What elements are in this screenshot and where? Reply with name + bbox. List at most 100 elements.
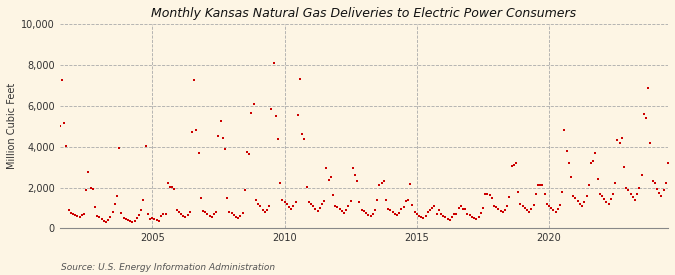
Point (120, 217, 131, 221)
Point (85, 185, 96, 190)
Point (423, 210, 433, 214)
Point (294, 77, 305, 81)
Point (138, 198, 149, 202)
Point (634, 185, 645, 190)
Point (176, 212, 186, 216)
Point (259, 210, 270, 214)
Point (94, 214, 105, 219)
Point (195, 196, 206, 200)
Point (414, 214, 425, 218)
Point (268, 60, 279, 65)
Point (273, 137, 284, 142)
Point (297, 132, 308, 137)
Point (387, 210, 398, 214)
Point (299, 137, 310, 142)
Point (449, 212, 460, 216)
Point (444, 218, 455, 222)
Point (59, 121, 70, 125)
Point (618, 165, 629, 169)
Point (68, 212, 78, 216)
Point (356, 208, 367, 212)
Point (367, 212, 378, 216)
Point (550, 210, 561, 214)
Point (559, 128, 570, 133)
Point (614, 140, 625, 145)
Point (555, 203, 566, 207)
Point (186, 130, 197, 134)
Point (539, 191, 550, 196)
Point (158, 212, 169, 216)
Point (63, 208, 74, 212)
Point (217, 136, 228, 141)
Point (605, 197, 616, 201)
Point (510, 161, 521, 165)
Point (332, 205, 343, 209)
Point (70, 213, 80, 217)
Point (639, 112, 649, 116)
Point (385, 208, 396, 212)
Point (238, 211, 248, 215)
Point (674, 196, 675, 200)
Point (74, 215, 85, 219)
Point (632, 191, 643, 196)
Point (491, 205, 502, 209)
Point (156, 214, 167, 218)
Point (303, 200, 314, 204)
Point (405, 182, 416, 187)
Point (72, 214, 83, 218)
Point (416, 215, 427, 219)
Point (376, 181, 387, 186)
Title: Monthly Kansas Natural Gas Deliveries to Electric Power Consumers: Monthly Kansas Natural Gas Deliveries to… (151, 7, 576, 20)
Point (468, 216, 479, 220)
Point (171, 208, 182, 212)
Point (222, 196, 233, 200)
Point (603, 202, 614, 206)
Point (489, 204, 500, 208)
Point (667, 117, 675, 121)
Point (107, 210, 118, 214)
Point (292, 113, 303, 117)
Point (484, 192, 495, 197)
Point (477, 206, 488, 210)
Point (363, 212, 374, 217)
Point (594, 191, 605, 196)
Point (202, 212, 213, 216)
Point (57, 78, 68, 82)
Point (519, 206, 530, 211)
Point (458, 207, 468, 211)
Point (374, 183, 385, 188)
Point (348, 166, 358, 170)
Point (136, 208, 146, 212)
Point (442, 216, 453, 221)
Point (641, 116, 651, 120)
Point (392, 213, 402, 217)
Point (310, 207, 321, 211)
Point (65, 211, 76, 215)
Point (670, 145, 675, 150)
Point (500, 208, 510, 212)
Point (306, 202, 317, 206)
Point (541, 202, 552, 206)
Point (336, 209, 347, 213)
Point (231, 214, 242, 219)
Point (144, 216, 155, 221)
Point (125, 219, 136, 223)
Point (447, 215, 458, 220)
Point (651, 186, 662, 191)
Point (378, 179, 389, 184)
Point (647, 179, 658, 184)
Point (277, 198, 288, 202)
Point (529, 203, 539, 207)
Point (398, 205, 409, 209)
Point (327, 192, 338, 197)
Point (151, 218, 162, 222)
Point (421, 214, 431, 218)
Point (213, 134, 224, 139)
Point (435, 212, 446, 216)
Point (167, 184, 178, 189)
Point (111, 194, 122, 198)
Point (495, 209, 506, 213)
Point (531, 191, 541, 196)
Point (99, 218, 109, 223)
Point (319, 199, 329, 203)
